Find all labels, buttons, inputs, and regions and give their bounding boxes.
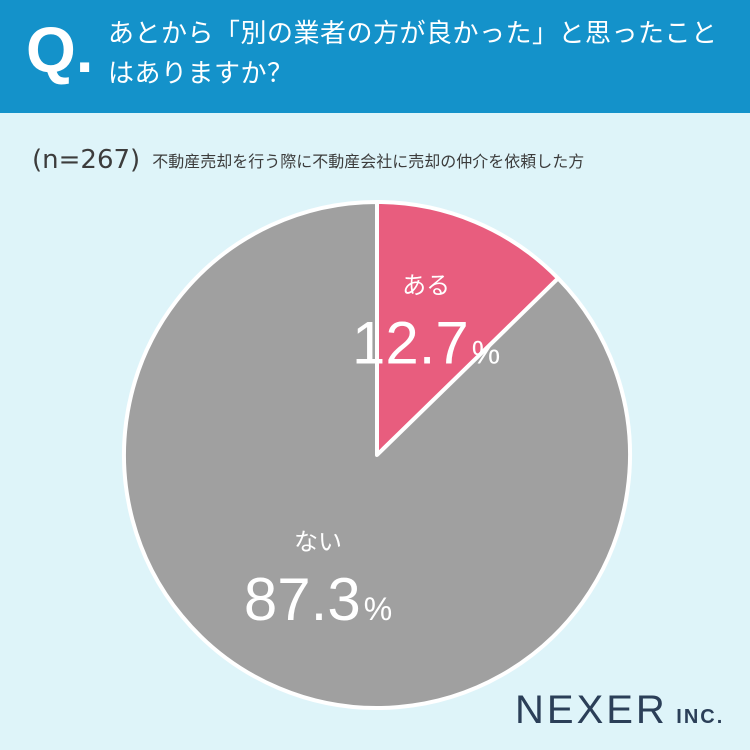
pie-slice-nai (122, 200, 632, 710)
sample-description: 不動産売却を行う際に不動産会社に売却の仲介を依頼した方 (152, 152, 585, 171)
sample-size: (n=267) (32, 145, 141, 175)
pie-slice-aru (375, 200, 561, 457)
question-header: Q. あとから「別の業者の方が良かった」と思ったことはありますか？ (0, 0, 750, 113)
slice-label-nai: ない (294, 528, 342, 556)
company-logo: NEXER INC. (515, 688, 724, 733)
logo-main-text: NEXER (515, 688, 668, 732)
logo-sub-text: INC. (676, 706, 725, 728)
q-mark: Q. (26, 14, 94, 86)
slice-value-nai: 87.3% (244, 566, 392, 633)
pie-labels: ある 12.7% ない 87.3% (244, 271, 500, 632)
pie-slices (122, 200, 632, 710)
slice-value-aru: 12.7% (352, 309, 500, 376)
slice-label-aru: ある (402, 271, 450, 299)
sample-info: (n=267) 不動産売却を行う際に不動産会社に売却の仲介を依頼した方 (32, 140, 584, 180)
question-text: あとから「別の業者の方が良かった」と思ったことはありますか？ (108, 19, 718, 89)
